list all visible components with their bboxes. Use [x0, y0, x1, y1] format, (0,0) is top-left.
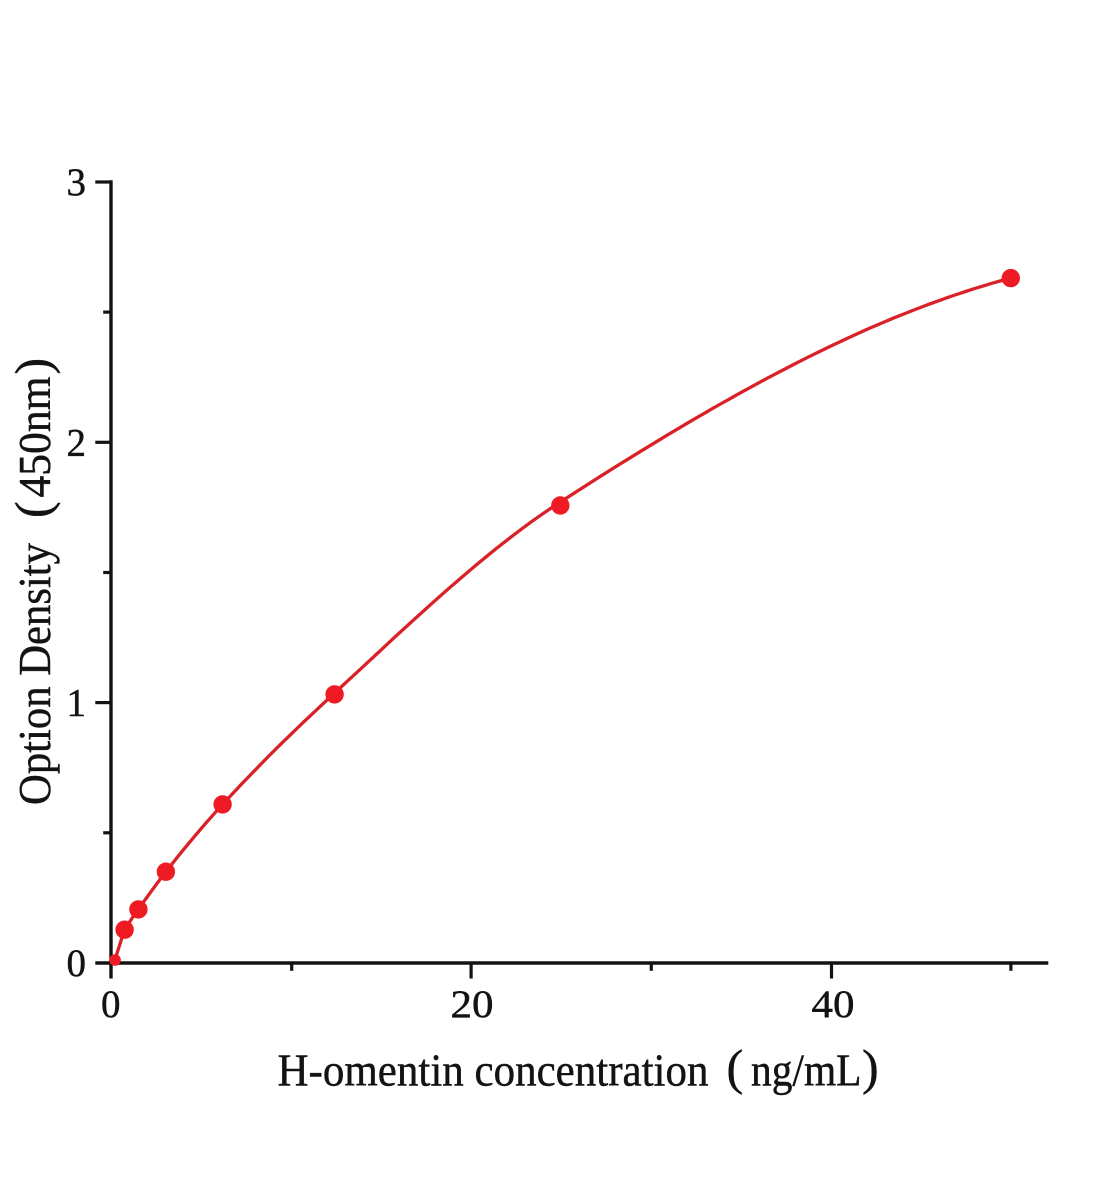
svg-text:): ) — [862, 1039, 879, 1095]
svg-text:2: 2 — [67, 421, 87, 464]
svg-text:): ) — [4, 358, 60, 375]
svg-text:H-omentin concentration: H-omentin concentration — [278, 1044, 709, 1095]
svg-text:0: 0 — [101, 983, 121, 1026]
svg-text:(: ( — [727, 1039, 744, 1095]
svg-text:Option Density: Option Density — [9, 543, 60, 805]
svg-text:0: 0 — [67, 942, 87, 985]
svg-text:450nm: 450nm — [9, 376, 60, 497]
svg-text:ng/mL: ng/mL — [751, 1044, 862, 1095]
svg-text:40: 40 — [812, 983, 855, 1026]
svg-text:20: 20 — [451, 983, 494, 1026]
svg-text:3: 3 — [67, 161, 87, 204]
svg-text:(: ( — [4, 501, 60, 518]
svg-text:1: 1 — [67, 682, 87, 725]
